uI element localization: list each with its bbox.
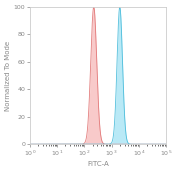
- Y-axis label: Normalized To Mode: Normalized To Mode: [5, 40, 11, 111]
- X-axis label: FITC-A: FITC-A: [87, 161, 109, 167]
